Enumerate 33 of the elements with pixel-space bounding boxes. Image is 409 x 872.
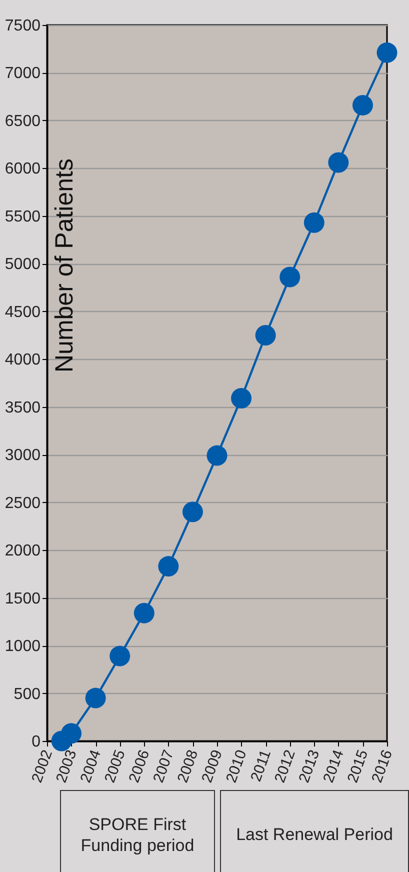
point — [352, 94, 373, 116]
bracket: Last Renewal Period — [220, 790, 409, 872]
y-tick-label: 7500 — [4, 18, 41, 34]
point — [134, 602, 154, 624]
point — [280, 266, 300, 288]
y-tick-label: 6000 — [4, 160, 41, 178]
point — [158, 556, 179, 577]
point — [376, 42, 398, 63]
y-tick-label: 2000 — [4, 542, 41, 560]
point — [304, 212, 324, 233]
point — [182, 502, 203, 522]
point — [85, 688, 106, 708]
y-tick-label: 7000 — [4, 65, 41, 82]
y-tick-label: 6500 — [4, 112, 41, 130]
point — [328, 152, 349, 173]
y-tick-label: 1500 — [4, 590, 41, 608]
point — [206, 445, 228, 466]
point — [61, 723, 82, 744]
y-tick-label: 1000 — [4, 638, 41, 656]
y-tick-label: 500 — [14, 686, 41, 703]
y-tick-label: 5500 — [4, 208, 41, 226]
y-tick-label: 0 — [32, 734, 41, 750]
y-tick-label: 5000 — [4, 256, 41, 274]
y-tick-label: 4500 — [4, 304, 41, 321]
bracket: SPORE First Funding period — [60, 790, 215, 872]
point — [110, 646, 130, 666]
point — [231, 388, 252, 408]
y-tick-label: 3500 — [4, 399, 41, 416]
y-tick-label: 2500 — [4, 494, 41, 512]
point — [255, 325, 276, 346]
y-tick-label: 4000 — [4, 352, 41, 369]
y-axis-title: Number of Patients — [50, 158, 78, 372]
y-tick-label: 3000 — [4, 447, 41, 464]
